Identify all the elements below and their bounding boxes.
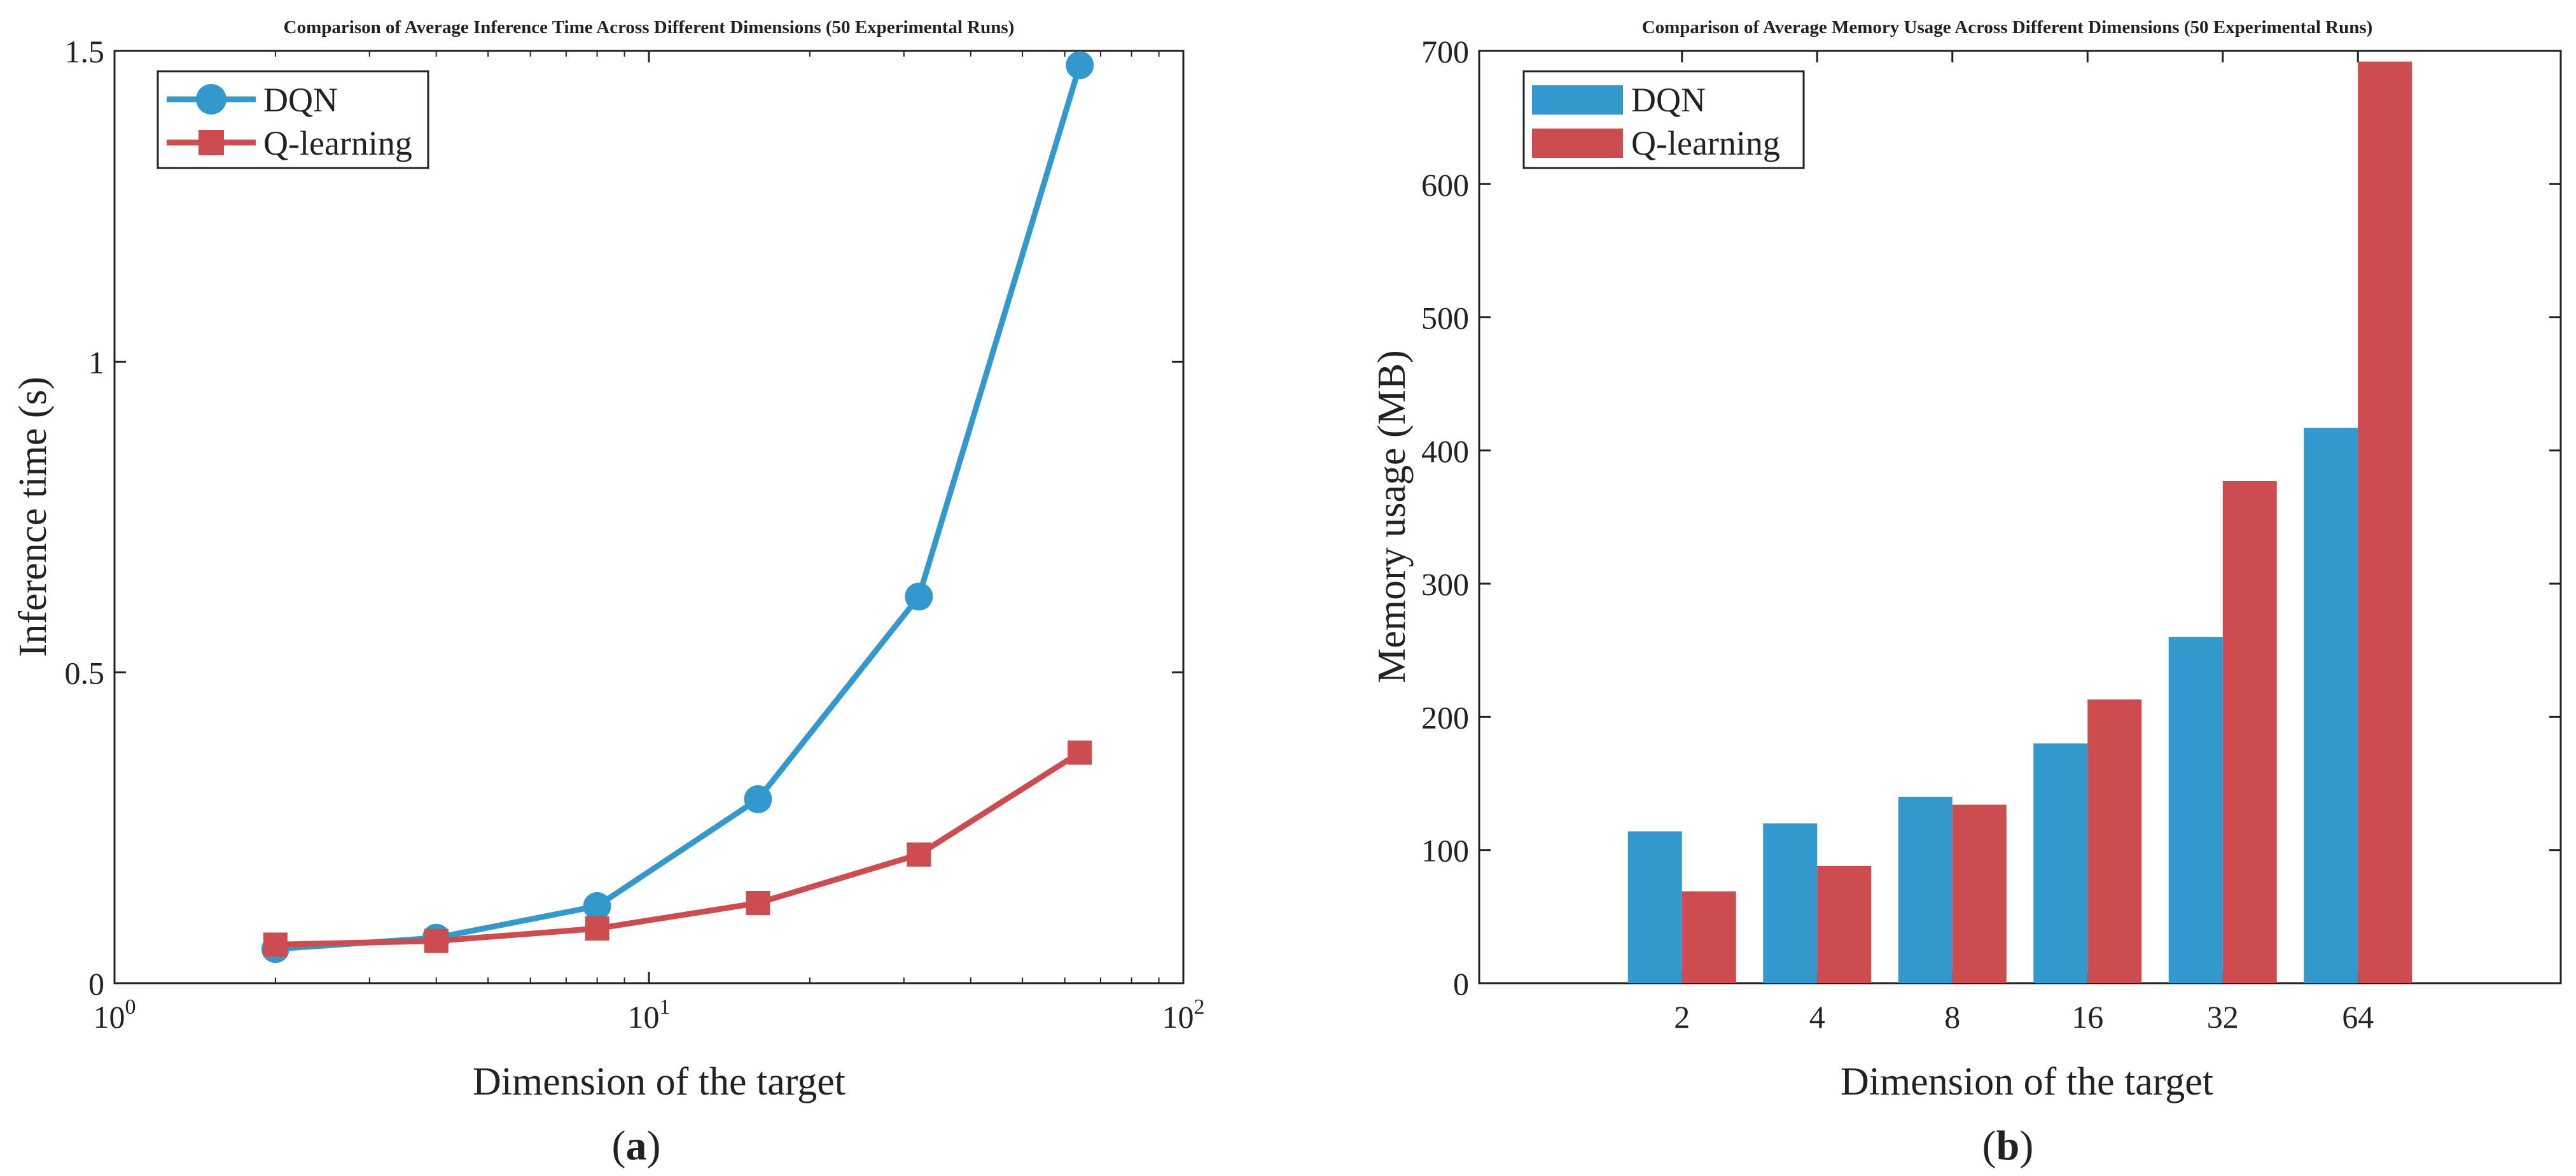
bar-qlearning <box>2222 480 2277 983</box>
legend-qlearning-label: Q-learning <box>263 124 412 162</box>
x-tick-label: 102 <box>1162 995 1205 1035</box>
x-tick-label: 100 <box>94 995 136 1035</box>
y-tick-label: 0.5 <box>65 655 105 691</box>
point-dqn <box>1066 51 1094 80</box>
y-tick-label: 0 <box>88 966 104 1002</box>
x-tick-label: 4 <box>1809 999 1825 1035</box>
y-tick-label: 1.5 <box>65 34 105 69</box>
panel-b-bar-chart: Comparison of Average Memory Usage Acros… <box>1370 17 2562 1169</box>
bar-dqn <box>2033 743 2088 983</box>
chart-b-tick-labels: 0 100 200 300 400 500 600 700 2 4 8 16 32 64 <box>1421 34 2374 1035</box>
x-tick-label: 64 <box>2342 999 2374 1035</box>
legend-dqn-label: DQN <box>1631 81 1706 119</box>
legend-qlearning-marker <box>198 130 224 155</box>
bar-qlearning <box>1817 865 1872 983</box>
point-qlearning <box>263 932 288 957</box>
series-line-qlearning <box>275 750 1082 948</box>
y-tick-label: 400 <box>1421 433 1469 469</box>
chart-a-series <box>261 51 1094 963</box>
y-tick-label: 100 <box>1421 833 1469 869</box>
bar-qlearning <box>2087 699 2142 983</box>
chart-a-y-axis-label: Inference time (s) <box>11 377 55 657</box>
y-tick-label: 1 <box>88 344 104 380</box>
x-tick-label: 2 <box>1674 999 1690 1035</box>
bar-qlearning <box>1681 891 1736 983</box>
chart-b-bars <box>1627 61 2412 983</box>
bar-dqn <box>1763 823 1818 983</box>
legend-qlearning-swatch <box>1532 129 1623 158</box>
point-qlearning <box>907 842 931 867</box>
panel-a-line-chart: Comparison of Average Inference Time Acr… <box>11 17 1205 1169</box>
bar-qlearning <box>1952 804 2007 983</box>
point-qlearning <box>746 891 770 916</box>
point-qlearning <box>1068 740 1092 765</box>
point-qlearning <box>424 928 449 953</box>
bar-dqn <box>2304 428 2358 983</box>
y-tick-label: 600 <box>1421 167 1469 202</box>
x-tick-label: 32 <box>2207 999 2239 1035</box>
x-tick-label: 8 <box>1944 999 1960 1035</box>
y-tick-label: 0 <box>1453 966 1469 1002</box>
legend-dqn-swatch <box>1532 85 1623 115</box>
y-tick-label: 300 <box>1421 566 1469 602</box>
y-tick-label: 500 <box>1421 300 1469 336</box>
x-tick-label: 16 <box>2071 999 2103 1035</box>
y-tick-label: 700 <box>1421 34 1469 69</box>
chart-a-legend: DQN Q-learning <box>157 70 429 169</box>
legend-qlearning-label: Q-learning <box>1631 124 1780 162</box>
bar-dqn <box>1898 797 1953 983</box>
chart-a-plot-area <box>113 50 1185 984</box>
chart-a-ticks <box>113 50 1185 984</box>
bar-dqn <box>2168 636 2223 983</box>
chart-a-x-axis-label: Dimension of the target <box>473 1060 846 1103</box>
point-dqn <box>905 582 933 611</box>
bar-dqn <box>1627 831 1682 983</box>
legend-dqn-label: DQN <box>263 81 338 119</box>
panel-a-label: (a) <box>612 1123 661 1169</box>
point-dqn <box>583 892 611 920</box>
chart-b-title: Comparison of Average Memory Usage Acros… <box>1642 17 2373 38</box>
y-tick-label: 200 <box>1421 699 1469 735</box>
legend-dqn-marker <box>196 84 226 115</box>
point-dqn <box>744 785 772 813</box>
bar-qlearning <box>2358 61 2412 983</box>
chart-b-legend: DQN Q-learning <box>1522 70 1805 169</box>
chart-b-y-axis-label: Memory usage (MB) <box>1370 350 1414 683</box>
x-tick-label: 101 <box>628 995 671 1035</box>
panel-b-label: (b) <box>1982 1123 2034 1169</box>
chart-b-x-axis-label: Dimension of the target <box>1841 1060 2213 1103</box>
point-qlearning <box>585 916 609 941</box>
chart-a-title: Comparison of Average Inference Time Acr… <box>284 17 1015 38</box>
